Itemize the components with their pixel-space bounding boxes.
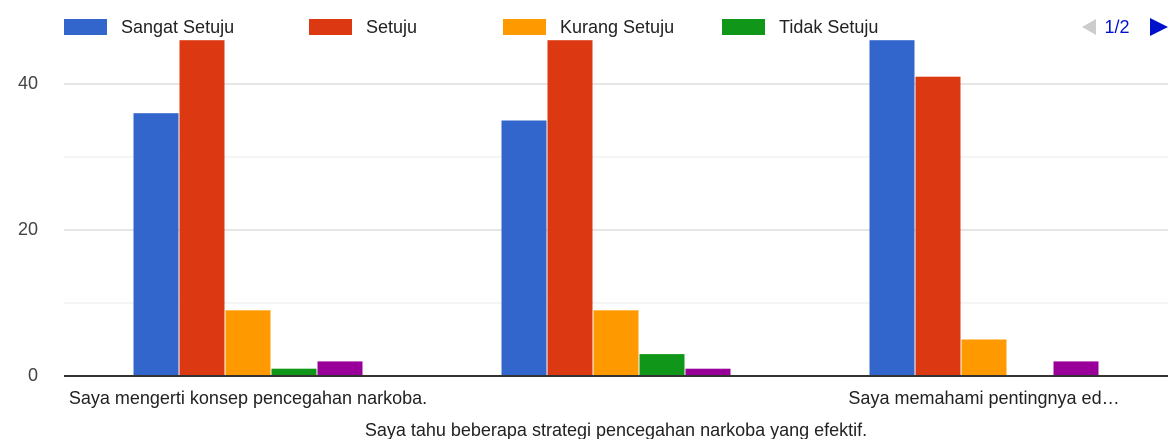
x-tick-label: Saya mengerti konsep pencegahan narkoba. [69, 388, 427, 408]
bar [501, 120, 547, 376]
legend-label: Kurang Setuju [560, 17, 674, 37]
legend-swatch [64, 19, 107, 35]
legend-label: Tidak Setuju [779, 17, 878, 37]
bar [225, 310, 271, 376]
bar [685, 368, 731, 376]
legend-swatch [503, 19, 546, 35]
x-tick-label: Saya memahami pentingnya ed… [848, 388, 1119, 408]
legend-label: Setuju [366, 17, 417, 37]
legend-label: Sangat Setuju [121, 17, 234, 37]
bar [639, 354, 685, 376]
legend-prev[interactable] [1082, 19, 1096, 35]
legend-page: 1/2 [1104, 17, 1129, 37]
legend-next[interactable] [1150, 18, 1168, 36]
bar [593, 310, 639, 376]
bar [915, 76, 961, 376]
legend-swatch [309, 19, 352, 35]
bar [869, 40, 915, 376]
bar [133, 113, 179, 376]
bar [547, 40, 593, 376]
bar [961, 339, 1007, 376]
bar [1053, 361, 1099, 376]
legend-swatch [722, 19, 765, 35]
y-tick-label: 0 [28, 365, 38, 385]
bar [271, 368, 317, 376]
x-tick-label: Saya tahu beberapa strategi pencegahan n… [365, 420, 867, 439]
bar [317, 361, 363, 376]
bar [179, 40, 225, 376]
y-tick-label: 40 [18, 73, 38, 93]
y-tick-label: 20 [18, 219, 38, 239]
